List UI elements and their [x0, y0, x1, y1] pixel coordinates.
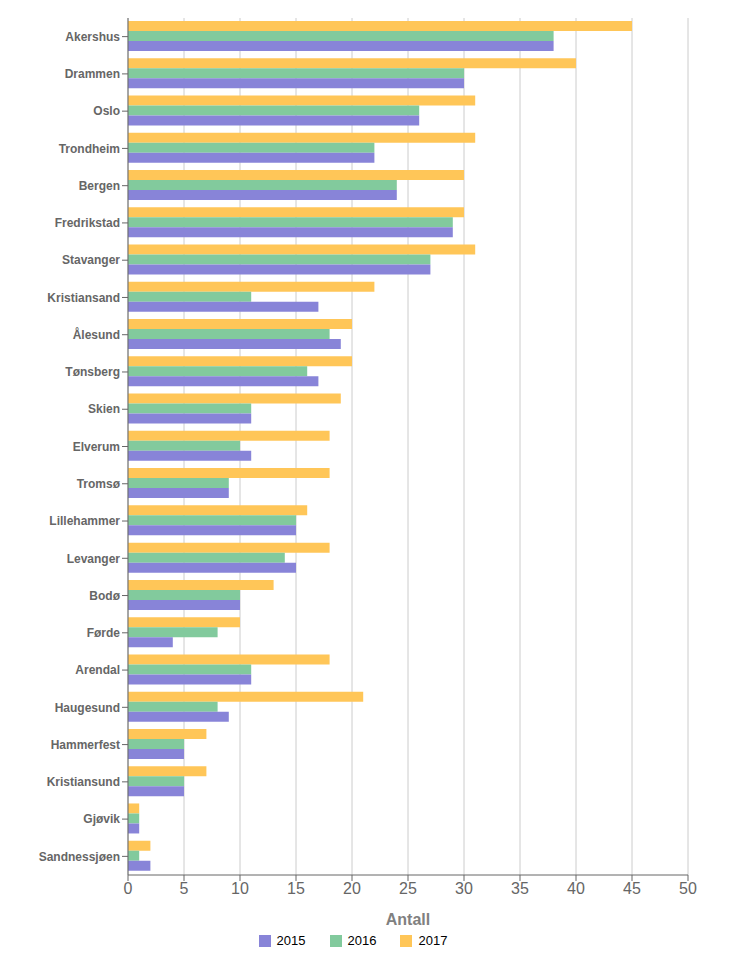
- svg-text:Elverum: Elverum: [73, 440, 120, 454]
- svg-text:Gjøvik: Gjøvik: [83, 812, 120, 826]
- svg-text:35: 35: [511, 880, 529, 897]
- svg-text:40: 40: [567, 880, 585, 897]
- svg-text:25: 25: [399, 880, 417, 897]
- svg-text:Tromsø: Tromsø: [77, 477, 121, 491]
- svg-text:Stavanger: Stavanger: [62, 253, 120, 267]
- svg-text:15: 15: [287, 880, 305, 897]
- svg-text:Ålesund: Ålesund: [73, 327, 120, 342]
- svg-text:Kristiansund: Kristiansund: [47, 775, 120, 789]
- svg-text:Bergen: Bergen: [79, 179, 120, 193]
- svg-text:Lillehammer: Lillehammer: [49, 514, 120, 528]
- svg-text:Fredrikstad: Fredrikstad: [55, 216, 120, 230]
- svg-text:Haugesund: Haugesund: [55, 701, 120, 715]
- svg-text:Levanger: Levanger: [67, 552, 121, 566]
- svg-text:10: 10: [231, 880, 249, 897]
- svg-text:Arendal: Arendal: [75, 663, 120, 677]
- svg-text:0: 0: [124, 880, 133, 897]
- svg-text:Oslo: Oslo: [93, 104, 120, 118]
- html-text:2015: 2015: [276, 933, 306, 948]
- svg-text:Trondheim: Trondheim: [59, 142, 120, 156]
- html-text:2016: 2016: [347, 933, 377, 948]
- svg-text:Hammerfest: Hammerfest: [51, 738, 120, 752]
- svg-text:Kristiansand: Kristiansand: [47, 291, 120, 305]
- svg-text:45: 45: [623, 880, 641, 897]
- html-text:2017: 2017: [418, 933, 448, 948]
- svg-text:Drammen: Drammen: [65, 67, 120, 81]
- svg-text:Antall: Antall: [386, 911, 430, 928]
- svg-text:Tønsberg: Tønsberg: [65, 365, 120, 379]
- svg-text:Bodø: Bodø: [89, 589, 120, 603]
- svg-text:Førde: Førde: [87, 626, 121, 640]
- svg-text:Sandnessjøen: Sandnessjøen: [39, 850, 120, 864]
- svg-text:Akershus: Akershus: [65, 30, 120, 44]
- svg-text:50: 50: [679, 880, 697, 897]
- svg-text:Skien: Skien: [88, 402, 120, 416]
- svg-text:30: 30: [455, 880, 473, 897]
- svg-text:5: 5: [180, 880, 189, 897]
- svg-text:20: 20: [343, 880, 361, 897]
